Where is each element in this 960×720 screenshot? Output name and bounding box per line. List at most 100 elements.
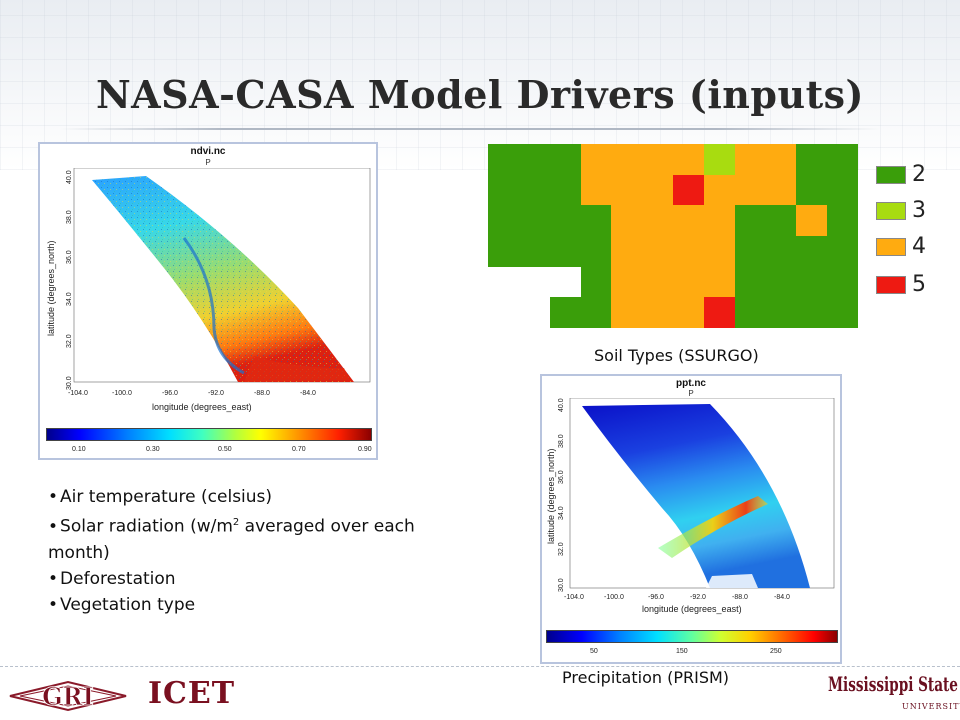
soil-cell [734,266,766,298]
ppt-y-tick: 30.0 [558,578,565,592]
ndvi-y-tick: 34.0 [66,292,73,306]
ndvi-y-tick: 30.0 [66,376,73,390]
ndvi-x-axis-label: longitude (degrees_east) [152,402,252,412]
soil-cell [488,297,519,328]
soil-cell [488,144,519,175]
soil-cell [518,297,550,328]
icet-logo: ICET [148,676,236,711]
ndvi-map-panel: ndvi.nc P latitude (degrees_north) [38,142,378,460]
ppt-y-tick: 38.0 [558,434,565,448]
soil-cell [488,174,519,206]
soil-cell [827,266,858,298]
soil-cell [642,297,673,328]
bullet-item: Solar radiation (w/m2 averaged over each… [48,510,468,566]
bullet-item: Deforestation [48,566,468,592]
soil-legend-label: 2 [912,162,926,187]
ppt-x-tick: -96.0 [648,594,664,601]
ndvi-map-image [73,168,371,383]
footer-divider [0,666,960,667]
ndvi-x-tick: -100.0 [112,390,132,397]
soil-cell [488,235,519,267]
ppt-x-tick: -92.0 [690,594,706,601]
soil-legend-item: 2 [876,162,926,187]
soil-cell [673,297,704,328]
soil-cell [611,144,643,175]
soil-cell [549,297,581,328]
msu-logo-text: Mississippi State [828,672,958,696]
soil-cell [549,266,581,298]
ppt-map-sub: P [688,389,694,398]
soil-legend-item: 5 [876,272,926,297]
ndvi-colorbar [46,428,372,441]
soil-cell [580,297,612,328]
soil-cell [642,235,673,267]
slide-background [0,0,960,170]
soil-cell [580,174,612,206]
soil-cell [580,266,612,298]
bullet-text: Solar radiation (w/m [60,516,233,537]
soil-cell [765,205,797,236]
ndvi-map-sub: P [205,158,211,167]
soil-cell [642,266,673,298]
soil-cell [673,205,704,236]
gri-logo-text: GRI [42,682,94,711]
ppt-colorbar-tick: 250 [770,648,782,655]
soil-cell [518,266,550,298]
soil-cell [611,235,643,267]
soil-cell [827,205,858,236]
soil-legend-swatch [876,201,906,220]
ppt-y-tick: 40.0 [558,398,565,412]
soil-cell [518,205,550,236]
soil-cell [642,174,673,206]
ppt-x-axis-label: longitude (degrees_east) [642,604,742,614]
soil-cell [765,235,797,267]
ndvi-y-tick: 36.0 [66,250,73,264]
ndvi-colorbar-tick: 0.30 [146,446,160,453]
soil-cell [642,144,673,175]
soil-cell [580,144,612,175]
soil-cell [796,235,828,267]
soil-legend-label: 5 [912,272,926,297]
bullet-text: averaged over each month) [48,516,415,563]
soil-cell [518,235,550,267]
bullet-item: Vegetation type [48,592,468,618]
soil-legend-label: 3 [912,198,926,223]
bullet-superscript: 2 [232,517,240,528]
ndvi-x-tick: -88.0 [254,390,270,397]
ppt-x-tick: -88.0 [732,594,748,601]
ppt-map-name: ppt.nc [676,378,706,389]
soil-cell [673,235,704,267]
ppt-colorbar [546,630,838,643]
bullet-text: Deforestation [60,568,176,589]
soil-cell [734,297,766,328]
soil-cell [734,205,766,236]
soil-cell [549,205,581,236]
soil-cell [518,174,550,206]
ppt-map-panel: ppt.nc P latitude (degrees_north) 40.0 [540,374,842,664]
soil-cell [703,266,735,298]
ndvi-colorbar-tick: 0.70 [292,446,306,453]
soil-cell [611,205,643,236]
bullet-item: Air temperature (celsius) [48,484,468,510]
gri-logo: GRI [9,680,127,711]
soil-cell [827,144,858,175]
soil-cell [703,174,735,206]
ppt-y-tick: 32.0 [558,542,565,556]
soil-cell [580,205,612,236]
msu-logo: Mississippi State UNIVERSITY [828,672,960,718]
soil-legend-swatch [876,275,906,294]
soil-legend-item: 3 [876,198,926,223]
soil-cell [796,174,828,206]
soil-legend-swatch [876,237,906,256]
soil-cell [765,144,797,175]
soil-cell [549,144,581,175]
soil-cell [642,205,673,236]
ndvi-map-name: ndvi.nc [190,146,226,157]
soil-legend-item: 4 [876,234,926,259]
soil-cell [549,174,581,206]
bullet-text: Vegetation type [60,594,196,615]
soil-cell [703,144,735,175]
soil-cell [796,266,828,298]
ndvi-colorbar-tick: 0.90 [358,446,372,453]
ndvi-colorbar-tick: 0.50 [218,446,232,453]
